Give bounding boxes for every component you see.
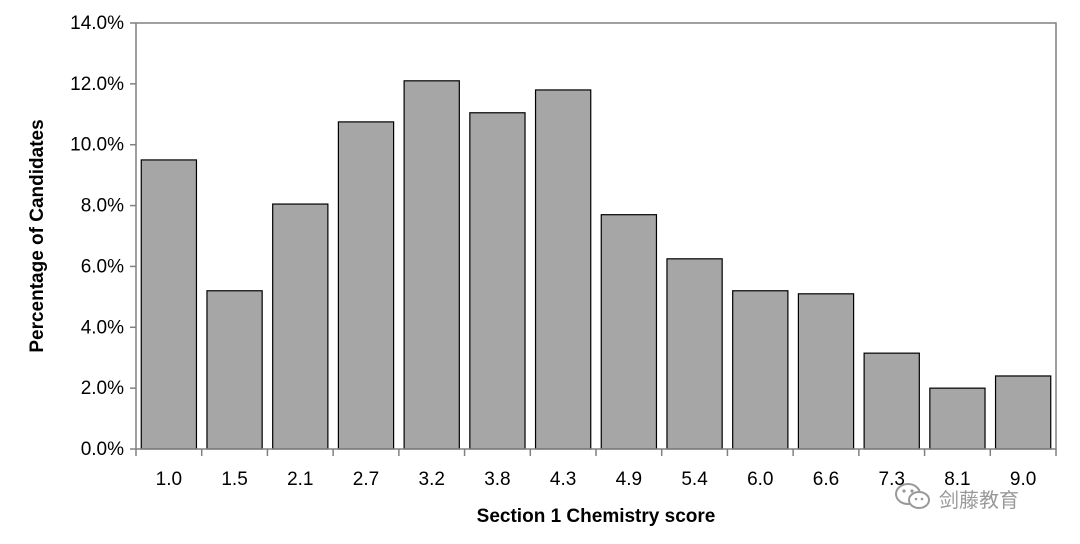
bar-3.2 [403, 80, 460, 450]
bar-4.3 [534, 89, 592, 450]
y-tick-label: 14.0% [70, 13, 124, 34]
bar-2.1 [272, 203, 329, 450]
bar-1.5 [206, 290, 263, 450]
x-tick-label: 9.0 [1010, 469, 1036, 490]
x-tick-label: 5.4 [681, 469, 708, 490]
y-tick-label: 10.0% [70, 135, 124, 156]
bar-5.4 [666, 258, 723, 450]
y-axis-ticks: 0.0% 2.0% 4.0% 6.0% 8.0% 10.0% 12.0% 14.0% [70, 13, 136, 460]
x-tick-label: 4.3 [550, 469, 576, 490]
bar-2.7 [337, 121, 395, 450]
bar-6.6 [797, 293, 855, 450]
watermark: 剑藤教育 [893, 481, 1019, 516]
y-tick-label: 12.0% [70, 74, 124, 95]
bar-8.1 [929, 387, 986, 450]
y-tick-label: 2.0% [81, 378, 124, 399]
x-tick-label: 4.9 [616, 469, 642, 490]
x-tick-label: 8.1 [944, 469, 970, 490]
y-tick-label: 4.0% [81, 317, 124, 338]
x-axis-title: Section 1 Chemistry score [477, 506, 716, 527]
y-tick-label: 8.0% [81, 196, 124, 217]
x-tick-label: 2.7 [353, 469, 379, 490]
x-tick-label: 3.8 [484, 469, 510, 490]
y-axis-title: Percentage of Candidates [27, 119, 48, 352]
x-axis-ticks: 1.0 1.5 2.1 2.7 3.2 3.8 4.3 4.9 5.4 6.0 6.6 7.3 8.1 9… [135, 449, 1057, 490]
x-tick-label: 3.2 [419, 469, 445, 490]
y-tick-label: 0.0% [81, 439, 124, 460]
x-tick-label: 6.0 [747, 469, 773, 490]
bars [140, 80, 1052, 450]
y-tick-label: 6.0% [81, 256, 124, 277]
bar-6.0 [732, 290, 789, 450]
bar-9.0 [994, 375, 1052, 450]
wechat-icon [893, 481, 933, 516]
x-tick-label: 2.1 [287, 469, 313, 490]
x-tick-label: 6.6 [813, 469, 839, 490]
x-tick-label: 7.3 [879, 469, 905, 490]
watermark-text: 剑藤教育 [939, 488, 1019, 512]
bar-3.8 [469, 112, 526, 450]
x-tick-label: 1.0 [156, 469, 182, 490]
bar-4.9 [600, 214, 658, 450]
bar-7.3 [863, 352, 920, 450]
x-tick-label: 1.5 [221, 469, 247, 490]
bar-1.0 [140, 159, 198, 450]
